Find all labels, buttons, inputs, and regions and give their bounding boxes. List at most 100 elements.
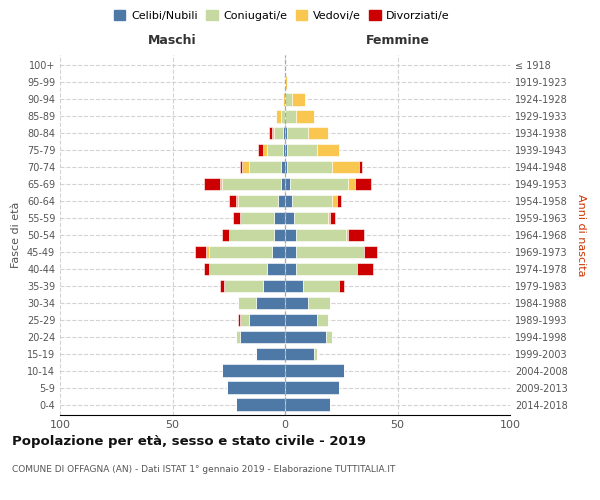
Bar [227, 382, 285, 394]
Bar [240, 314, 249, 326]
Bar [274, 228, 285, 241]
Bar [240, 330, 285, 344]
Bar [278, 194, 285, 207]
Bar [269, 126, 271, 140]
Bar [258, 144, 263, 156]
Bar [355, 178, 371, 190]
Bar [235, 330, 240, 344]
Bar [359, 160, 361, 173]
Bar [357, 262, 373, 276]
Bar [256, 348, 285, 360]
Bar [256, 296, 285, 310]
Bar [233, 212, 240, 224]
Bar [249, 160, 281, 173]
Bar [281, 160, 285, 173]
Bar [222, 178, 281, 190]
Bar [348, 228, 364, 241]
Bar [287, 144, 317, 156]
Bar [238, 194, 278, 207]
Bar [285, 348, 314, 360]
Bar [240, 212, 274, 224]
Bar [287, 126, 308, 140]
Bar [271, 246, 285, 258]
Bar [285, 126, 287, 140]
Bar [296, 246, 364, 258]
Bar [290, 178, 348, 190]
Bar [281, 110, 285, 122]
Bar [285, 398, 330, 411]
Bar [285, 364, 343, 377]
Bar [364, 246, 377, 258]
Bar [287, 160, 332, 173]
Bar [276, 110, 281, 122]
Bar [229, 228, 274, 241]
Legend: Celibi/Nubili, Coniugati/e, Vedovi/e, Divorziati/e: Celibi/Nubili, Coniugati/e, Vedovi/e, Di… [110, 6, 454, 25]
Bar [285, 262, 296, 276]
Bar [308, 296, 330, 310]
Bar [263, 144, 267, 156]
Bar [303, 280, 339, 292]
Text: Femmine: Femmine [365, 34, 430, 48]
Bar [229, 194, 235, 207]
Bar [337, 194, 341, 207]
Bar [238, 314, 240, 326]
Bar [249, 314, 285, 326]
Bar [222, 364, 285, 377]
Bar [332, 160, 359, 173]
Bar [285, 296, 308, 310]
Bar [281, 178, 285, 190]
Text: Popolazione per età, sesso e stato civile - 2019: Popolazione per età, sesso e stato civil… [12, 435, 366, 448]
Bar [274, 212, 285, 224]
Bar [220, 280, 224, 292]
Bar [285, 194, 292, 207]
Bar [285, 228, 296, 241]
Text: Maschi: Maschi [148, 34, 197, 48]
Bar [222, 228, 229, 241]
Bar [325, 330, 332, 344]
Bar [346, 228, 348, 241]
Bar [296, 110, 314, 122]
Bar [285, 144, 287, 156]
Bar [267, 144, 283, 156]
Bar [283, 93, 285, 106]
Bar [348, 178, 355, 190]
Bar [240, 160, 242, 173]
Bar [242, 160, 249, 173]
Bar [285, 212, 294, 224]
Bar [314, 348, 317, 360]
Bar [285, 314, 317, 326]
Bar [285, 178, 290, 190]
Bar [267, 262, 285, 276]
Bar [238, 296, 256, 310]
Bar [204, 178, 220, 190]
Bar [317, 314, 328, 326]
Y-axis label: Anni di nascita: Anni di nascita [576, 194, 586, 276]
Bar [294, 212, 328, 224]
Bar [235, 398, 285, 411]
Bar [308, 126, 328, 140]
Bar [220, 178, 222, 190]
Bar [206, 246, 209, 258]
Bar [285, 280, 303, 292]
Bar [292, 194, 332, 207]
Bar [204, 262, 209, 276]
Bar [271, 126, 274, 140]
Bar [317, 144, 339, 156]
Bar [285, 76, 287, 88]
Bar [285, 93, 292, 106]
Bar [209, 246, 271, 258]
Bar [328, 212, 330, 224]
Bar [285, 160, 287, 173]
Text: COMUNE DI OFFAGNA (AN) - Dati ISTAT 1° gennaio 2019 - Elaborazione TUTTITALIA.IT: COMUNE DI OFFAGNA (AN) - Dati ISTAT 1° g… [12, 465, 395, 474]
Bar [224, 280, 263, 292]
Bar [330, 212, 335, 224]
Bar [195, 246, 206, 258]
Bar [285, 382, 339, 394]
Bar [285, 246, 296, 258]
Bar [283, 126, 285, 140]
Bar [274, 126, 283, 140]
Bar [285, 110, 296, 122]
Bar [296, 262, 357, 276]
Bar [235, 194, 238, 207]
Bar [339, 280, 343, 292]
